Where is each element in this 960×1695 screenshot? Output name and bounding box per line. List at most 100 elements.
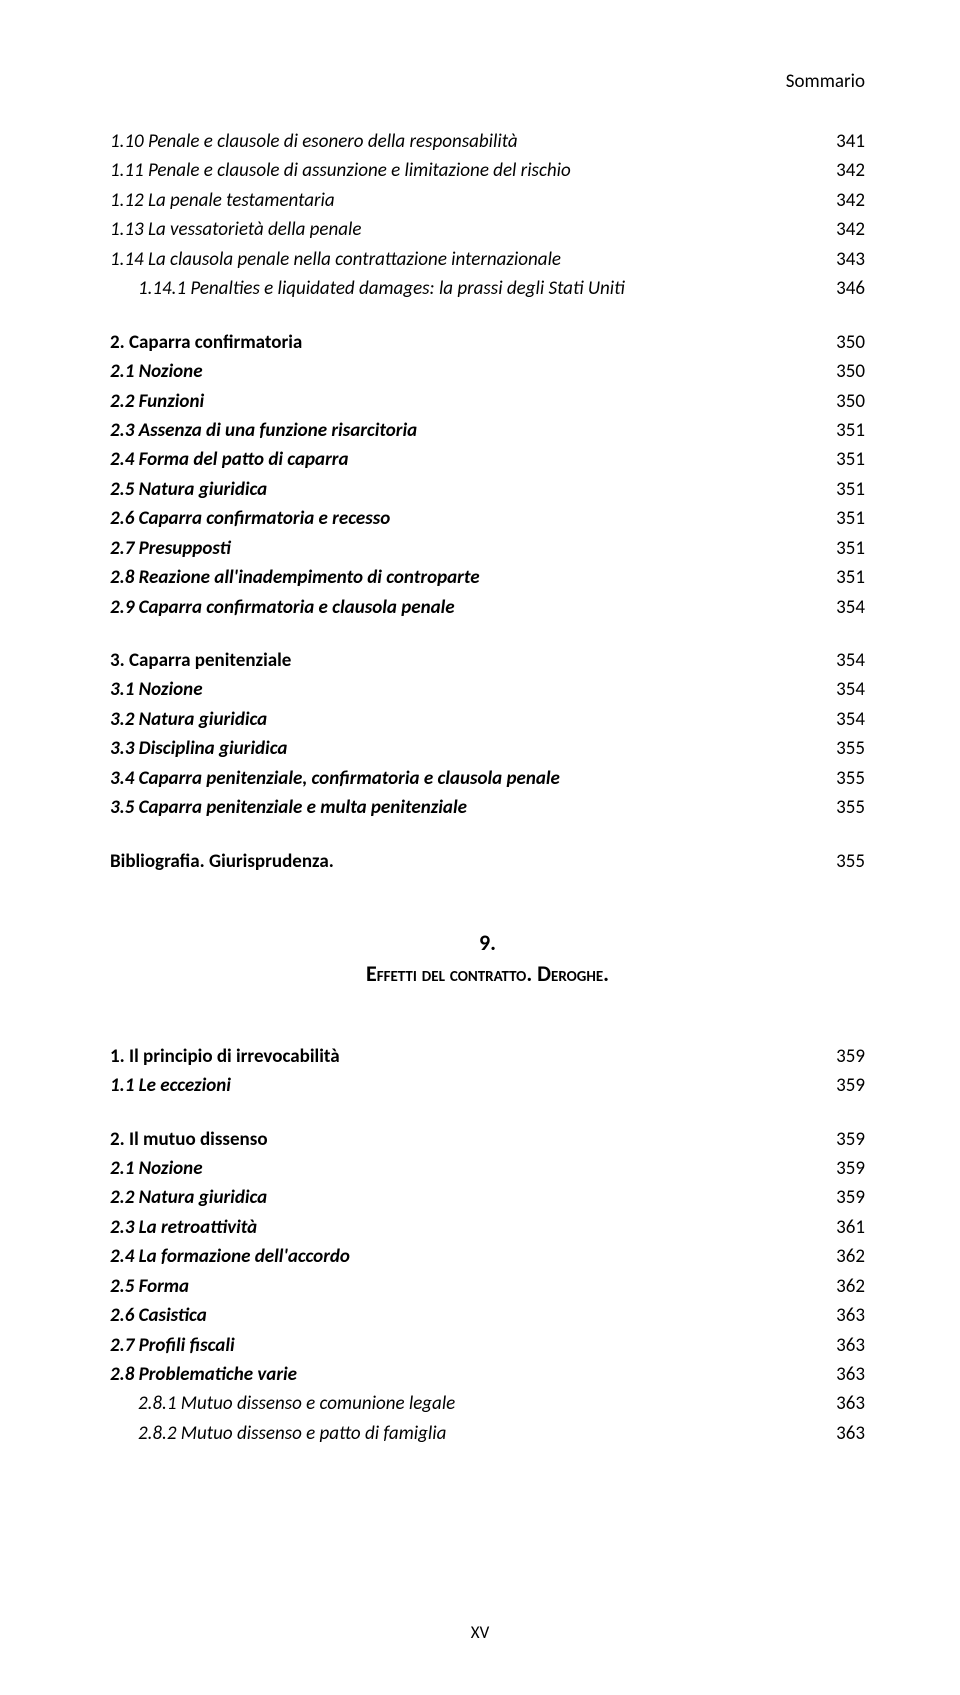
toc-label: 2. Caparra confirmatoria	[110, 328, 314, 357]
toc-page: 351	[836, 416, 865, 445]
toc-row: 1.14.1 Penalties e liquidated damages: l…	[110, 274, 865, 303]
toc-page: 359	[836, 1071, 865, 1100]
toc-row: 2.6 Caparra confirmatoria e recesso351	[110, 504, 865, 533]
toc-label: 2.4 Forma del patto di caparra	[110, 445, 360, 474]
toc-page: 359	[836, 1183, 865, 1212]
toc-label: 2.2 Natura giuridica	[110, 1183, 279, 1212]
toc-label: 3.2 Natura giuridica	[110, 705, 279, 734]
toc-page: 359	[836, 1125, 865, 1154]
toc-label: 2.4 La formazione dell'accordo	[110, 1242, 362, 1271]
toc-row: 2. Caparra confirmatoria 350	[110, 328, 865, 357]
toc-label: 1. Il principio di irrevocabilità	[110, 1042, 352, 1071]
toc-row: 2.7 Presupposti 351	[110, 534, 865, 563]
toc-page: 351	[836, 563, 865, 592]
toc-label: 2.5 Natura giuridica	[110, 475, 279, 504]
chapter-number: 9.	[110, 928, 865, 959]
page-number: XV	[471, 1622, 489, 1643]
toc-row: 3.2 Natura giuridica 354	[110, 705, 865, 734]
toc-page: 361	[836, 1213, 865, 1242]
toc-label: 1.10 Penale e clausole di esonero della …	[110, 127, 530, 156]
toc-page: 350	[836, 328, 865, 357]
toc-page: 351	[836, 445, 865, 474]
toc-label: 2. Il mutuo dissenso	[110, 1125, 280, 1154]
toc-page: 351	[836, 504, 865, 533]
toc-container: 1.10 Penale e clausole di esonero della …	[110, 127, 865, 1448]
toc-row: 2. Il mutuo dissenso 359	[110, 1125, 865, 1154]
toc-label: 3.1 Nozione	[110, 675, 215, 704]
toc-page: 363	[836, 1331, 865, 1360]
toc-label: 2.1 Nozione	[110, 1154, 215, 1183]
toc-row: 3. Caparra penitenziale354	[110, 646, 865, 675]
toc-page: 350	[836, 387, 865, 416]
toc-page: 363	[836, 1389, 865, 1418]
toc-label: 2.3 La retroattività	[110, 1213, 269, 1242]
toc-label: 2.8.2 Mutuo dissenso e patto di famiglia	[110, 1419, 458, 1448]
toc-page: 359	[836, 1042, 865, 1071]
toc-label: 2.7 Presupposti	[110, 534, 243, 563]
toc-row: 2.9 Caparra confirmatoria e clausola pen…	[110, 593, 865, 622]
toc-row: 3.4 Caparra penitenziale, confirmatoria …	[110, 764, 865, 793]
toc-label: 1.14 La clausola penale nella contrattaz…	[110, 245, 573, 274]
toc-page: 342	[836, 215, 865, 244]
toc-page: 343	[836, 245, 865, 274]
toc-label: 3.5 Caparra penitenziale e multa peniten…	[110, 793, 479, 822]
toc-row: 2.1 Nozione 359	[110, 1154, 865, 1183]
chapter-heading: 9.Effetti del contratto. Deroghe.	[110, 928, 865, 990]
toc-page: 342	[836, 156, 865, 185]
toc-page: 362	[836, 1272, 865, 1301]
toc-label: 1.14.1 Penalties e liquidated damages: l…	[110, 274, 637, 303]
toc-row: 2.8 Reazione all'inadempimento di contro…	[110, 563, 865, 592]
toc-row: 1.11 Penale e clausole di assunzione e l…	[110, 156, 865, 185]
toc-label: 2.8 Problematiche varie	[110, 1360, 309, 1389]
toc-label: 2.7 Profili fiscali	[110, 1331, 247, 1360]
toc-row: 1.14 La clausola penale nella contrattaz…	[110, 245, 865, 274]
toc-row: 1.13 La vessatorietà della penale 342	[110, 215, 865, 244]
toc-label: 2.3 Assenza di una funzione risarcitoria	[110, 416, 429, 445]
toc-page: 355	[836, 764, 865, 793]
toc-label: 2.8.1 Mutuo dissenso e comunione legale	[110, 1389, 467, 1418]
toc-row: 2.8.2 Mutuo dissenso e patto di famiglia…	[110, 1419, 865, 1448]
chapter-title: Effetti del contratto. Deroghe.	[110, 959, 865, 990]
toc-label: 1.13 La vessatorietà della penale	[110, 215, 373, 244]
toc-label: 1.12 La penale testamentaria	[110, 186, 347, 215]
toc-row: 3.1 Nozione 354	[110, 675, 865, 704]
toc-page: 355	[836, 734, 865, 763]
page-footer: XV	[0, 1622, 960, 1643]
toc-label: Bibliografia. Giurisprudenza.	[110, 847, 346, 876]
toc-page: 363	[836, 1301, 865, 1330]
toc-page: 359	[836, 1154, 865, 1183]
toc-page: 355	[836, 847, 865, 876]
toc-label: 2.6 Casistica	[110, 1301, 219, 1330]
toc-row: 1. Il principio di irrevocabilità 359	[110, 1042, 865, 1071]
toc-page: 350	[836, 357, 865, 386]
toc-row: 2.7 Profili fiscali 363	[110, 1331, 865, 1360]
toc-page: 363	[836, 1360, 865, 1389]
toc-row: 2.5 Natura giuridica 351	[110, 475, 865, 504]
toc-label: 1.11 Penale e clausole di assunzione e l…	[110, 156, 583, 185]
toc-page: 346	[836, 274, 865, 303]
toc-row: 2.5 Forma362	[110, 1272, 865, 1301]
toc-row: 2.8.1 Mutuo dissenso e comunione legale 3…	[110, 1389, 865, 1418]
toc-page: 351	[836, 534, 865, 563]
toc-row: 2.3 La retroattività 361	[110, 1213, 865, 1242]
toc-row: Bibliografia. Giurisprudenza. 355	[110, 847, 865, 876]
toc-row: 2.4 Forma del patto di caparra 351	[110, 445, 865, 474]
toc-row: 1.10 Penale e clausole di esonero della …	[110, 127, 865, 156]
toc-label: 2.9 Caparra confirmatoria e clausola pen…	[110, 593, 467, 622]
toc-page: 351	[836, 475, 865, 504]
toc-label: 3.3 Disciplina giuridica	[110, 734, 299, 763]
toc-row: 3.3 Disciplina giuridica 355	[110, 734, 865, 763]
toc-row: 2.4 La formazione dell'accordo 362	[110, 1242, 865, 1271]
toc-page: 354	[836, 705, 865, 734]
toc-row: 2.1 Nozione350	[110, 357, 865, 386]
toc-page: 362	[836, 1242, 865, 1271]
toc-page: 355	[836, 793, 865, 822]
toc-row: 1.12 La penale testamentaria 342	[110, 186, 865, 215]
toc-label: 3. Caparra penitenziale	[110, 646, 303, 675]
header-label: Sommario	[786, 70, 865, 93]
toc-row: 2.6 Casistica 363	[110, 1301, 865, 1330]
toc-label: 1.1 Le eccezioni	[110, 1071, 243, 1100]
toc-page: 354	[836, 675, 865, 704]
toc-page: 342	[836, 186, 865, 215]
toc-row: 1.1 Le eccezioni 359	[110, 1071, 865, 1100]
